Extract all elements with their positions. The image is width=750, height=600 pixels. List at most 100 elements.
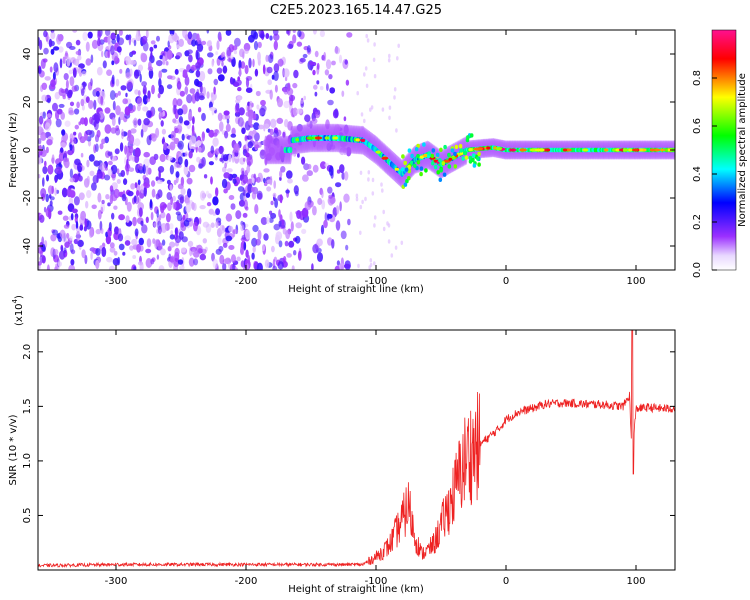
noise-blob (166, 49, 173, 60)
y-tick-label: -40 (22, 238, 33, 254)
noise-blob (162, 203, 168, 209)
noise-blob (179, 196, 184, 204)
noise-blob (136, 190, 140, 197)
noise-blob (199, 205, 206, 210)
noise-blob (245, 87, 253, 93)
noise-blob (245, 192, 251, 198)
noise-blob (145, 30, 149, 39)
noise-blob (183, 164, 189, 176)
noise-blob (50, 31, 56, 40)
noise-blob (274, 198, 278, 209)
noise-blob (217, 112, 223, 122)
snr-panel: -300 -200 -100 0 100 0.5 1.0 1.5 2.0 Height of … (8, 295, 676, 595)
noise-blob (169, 223, 174, 230)
noise-blob (43, 206, 47, 213)
noise-blob (222, 154, 229, 162)
noise-blob (95, 248, 101, 256)
noise-blob (182, 214, 186, 221)
noise-blob (256, 262, 263, 270)
noise-blob (215, 187, 219, 197)
noise-blob (75, 50, 82, 56)
noise-blob (245, 76, 253, 81)
ridge-peak (604, 148, 609, 152)
noise-blob (283, 68, 290, 78)
x-tick-label: 0 (503, 576, 509, 587)
noise-blob (212, 258, 218, 269)
spectrogram-y-ticks: -40 -20 0 20 40 (22, 48, 675, 254)
noise-blob (137, 179, 141, 186)
ridge-peak (562, 148, 568, 152)
noise-blob (202, 86, 206, 97)
ridge-peak (324, 136, 330, 140)
noise-blob (243, 199, 248, 210)
snr-x-label: Height of straight line (km) (288, 584, 424, 595)
noise-blob (58, 250, 66, 260)
noise-blob (79, 215, 85, 226)
ridge-spread (439, 168, 444, 173)
noise-blob (38, 150, 43, 156)
noise-blob (357, 263, 360, 269)
noise-blob (296, 108, 303, 114)
noise-blob (38, 144, 42, 152)
noise-blob (102, 60, 107, 69)
noise-blob (277, 98, 283, 108)
noise-blob (193, 221, 198, 232)
noise-blob (225, 123, 231, 132)
colorbar-tick-label: 0.6 (692, 118, 703, 134)
noise-blob (49, 66, 53, 73)
noise-blob (231, 152, 235, 163)
noise-blob (119, 68, 123, 74)
noise-blob (57, 261, 62, 267)
noise-blob (182, 30, 188, 39)
noise-blob (177, 140, 184, 150)
noise-blob (273, 63, 280, 73)
noise-blob (233, 49, 237, 55)
noise-blob (112, 258, 120, 266)
noise-blob (157, 93, 161, 99)
noise-blob (334, 265, 341, 270)
noise-blob (246, 165, 251, 174)
noise-blob (109, 185, 114, 193)
noise-blob (64, 241, 70, 248)
noise-blob (381, 107, 385, 112)
noise-blob (232, 178, 237, 184)
noise-blob (167, 75, 173, 80)
noise-blob (136, 30, 139, 41)
noise-blob (151, 188, 156, 198)
noise-blob (127, 190, 134, 197)
noise-blob (219, 157, 224, 162)
noise-blob (252, 58, 255, 68)
noise-blob (253, 114, 257, 120)
noise-blob (256, 176, 261, 183)
noise-blob (149, 198, 153, 209)
noise-blob (252, 129, 257, 135)
noise-blob (169, 184, 173, 191)
noise-blob (301, 156, 306, 165)
noise-blob (78, 132, 82, 140)
noise-blob (199, 253, 206, 261)
noise-blob (165, 61, 169, 66)
noise-blob (260, 217, 268, 225)
y-tick-label: -20 (22, 190, 33, 206)
noise-blob (38, 157, 42, 165)
noise-blob (231, 127, 236, 136)
noise-blob (123, 178, 128, 186)
noise-blob (269, 210, 273, 215)
noise-blob (188, 54, 193, 63)
noise-blob (175, 227, 179, 238)
noise-blob (84, 254, 88, 265)
noise-blob (137, 202, 144, 211)
noise-blob (217, 74, 225, 82)
noise-blob (111, 74, 115, 85)
noise-blob (228, 225, 234, 232)
noise-blob (223, 172, 230, 179)
noise-blob (45, 193, 49, 203)
ridge-spread (431, 148, 436, 153)
noise-blob (364, 66, 368, 71)
noise-blob (359, 170, 363, 175)
noise-blob (174, 68, 179, 75)
noise-blob (229, 76, 234, 85)
noise-blob (168, 33, 175, 44)
svg-text:(x104): (x104) (11, 295, 25, 326)
noise-blob (42, 166, 48, 175)
